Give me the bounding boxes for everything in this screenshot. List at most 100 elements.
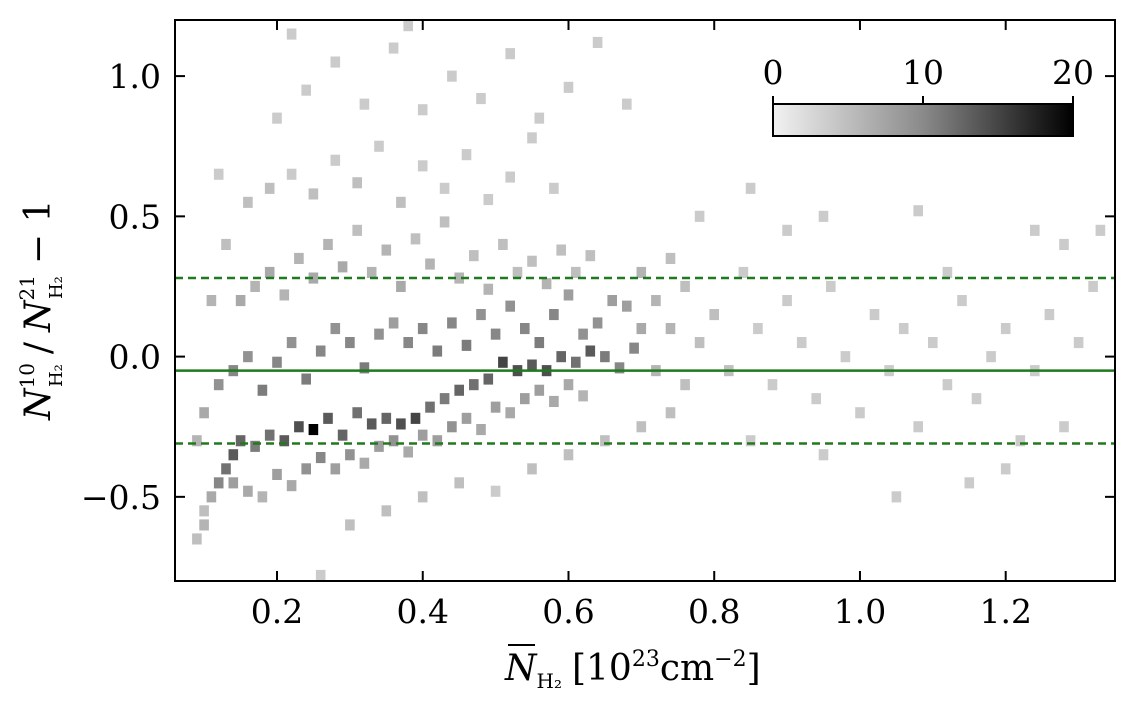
histogram-bin: [199, 519, 209, 531]
histogram-bin: [388, 317, 399, 329]
histogram-bin: [1059, 421, 1069, 433]
histogram-bin: [330, 463, 341, 475]
y-label-slash: /: [18, 341, 59, 354]
histogram-bin: [279, 435, 290, 447]
histogram-bin: [600, 351, 610, 363]
histogram-bin: [891, 491, 902, 503]
histogram-bin: [818, 449, 829, 461]
histogram-bin: [629, 342, 639, 354]
histogram-bin: [1000, 323, 1011, 335]
histogram-bin: [534, 337, 545, 349]
histogram-bin: [680, 379, 690, 391]
histogram-bin: [527, 359, 537, 371]
histogram-bin: [294, 252, 304, 264]
x-label-subscript: H₂: [537, 669, 562, 693]
y-tick-label: 0.0: [109, 338, 161, 377]
y-axis-label: N10 H₂/N21 H₂− 1: [15, 200, 67, 421]
y-tick-label: −0.5: [81, 478, 161, 517]
histogram-bin: [476, 424, 486, 436]
histogram-bin: [563, 81, 574, 93]
y-tick-label: 1.0: [109, 57, 161, 96]
histogram-bin: [665, 407, 676, 419]
histogram-bin: [330, 323, 341, 335]
x-label-unit-close: ]: [747, 648, 761, 689]
histogram-bin: [417, 491, 428, 503]
histogram-bin: [534, 384, 545, 396]
histogram-bin: [286, 337, 297, 349]
histogram-bin: [192, 533, 202, 545]
histogram-bin: [301, 84, 311, 96]
histogram-bin: [636, 421, 647, 433]
histogram-bin: [359, 362, 370, 374]
histogram-bin: [228, 477, 239, 489]
histogram-bin: [243, 196, 253, 208]
histogram-bin: [782, 295, 792, 307]
y-label-n2-sub: H₂: [46, 276, 67, 299]
histogram-bin: [381, 412, 392, 424]
histogram-bin: [840, 351, 851, 363]
histogram-bin: [301, 373, 311, 385]
histogram-bin: [694, 337, 705, 349]
histogram-bin: [417, 160, 428, 172]
x-label-unit-exponent: 23: [632, 647, 660, 672]
x-tick-label: 1.0: [834, 592, 886, 631]
colorbar-tick-label: 20: [1052, 53, 1094, 92]
histogram-bin: [811, 393, 821, 405]
histogram-bin: [855, 407, 865, 419]
histogram-bin: [505, 48, 515, 60]
histogram-bin: [490, 328, 501, 340]
histogram-bin: [337, 429, 348, 441]
histogram-bin: [964, 477, 975, 489]
histogram-bin: [476, 309, 486, 321]
x-label-unit-cm: cm: [660, 648, 714, 689]
histogram-bin: [753, 323, 763, 335]
histogram-bin: [665, 252, 676, 264]
histogram-bin: [563, 379, 574, 391]
histogram-bin: [243, 351, 253, 363]
histogram-bin: [315, 452, 326, 464]
histogram-bin: [1015, 435, 1026, 447]
histogram-bins: [192, 20, 1106, 581]
histogram-bin: [374, 440, 384, 452]
histogram-bin: [942, 379, 953, 391]
x-axis-label: NH₂ [1023cm−2]: [504, 644, 761, 693]
histogram-bin: [272, 468, 282, 480]
histogram-bin: [556, 351, 566, 363]
histogram-bin: [541, 278, 552, 290]
colorbar-gradient: [772, 103, 1074, 137]
histogram-bin: [745, 435, 756, 447]
histogram-bin: [461, 149, 472, 161]
histogram-bin: [301, 463, 311, 475]
x-tick-label: 0.2: [251, 592, 303, 631]
y-tick-label: 0.5: [109, 197, 161, 236]
histogram-bin: [636, 323, 647, 335]
histogram-bin: [396, 196, 406, 208]
x-axis-ticks: 0.2 0.4 0.6 0.8 1.0 1.2: [251, 20, 1032, 631]
histogram-bin: [257, 384, 268, 396]
histogram-bin: [1095, 224, 1106, 236]
histogram-bin: [235, 435, 246, 447]
histogram-bin: [199, 407, 209, 419]
histogram-bin: [563, 289, 574, 301]
histogram-bin: [505, 407, 515, 419]
histogram-bin: [796, 337, 807, 349]
histogram-bin: [366, 418, 377, 430]
histogram-bin: [330, 56, 341, 68]
histogram-bin: [651, 295, 661, 307]
histogram-bin: [454, 477, 464, 489]
histogram-bin: [345, 519, 355, 531]
histogram-bin: [520, 323, 530, 335]
histogram-bin: [483, 373, 494, 385]
histogram-bin: [308, 272, 319, 284]
histogram-bin: [476, 93, 486, 105]
histogram-bin: [571, 356, 581, 368]
histogram-bin: [563, 449, 574, 461]
histogram-bin: [767, 379, 778, 391]
histogram-bin: [738, 266, 749, 278]
histogram-bin: [1000, 463, 1011, 475]
histogram-bin: [454, 384, 464, 396]
histogram-bin: [272, 112, 282, 124]
histogram-bin: [381, 505, 392, 517]
histogram-bin: [549, 182, 559, 194]
